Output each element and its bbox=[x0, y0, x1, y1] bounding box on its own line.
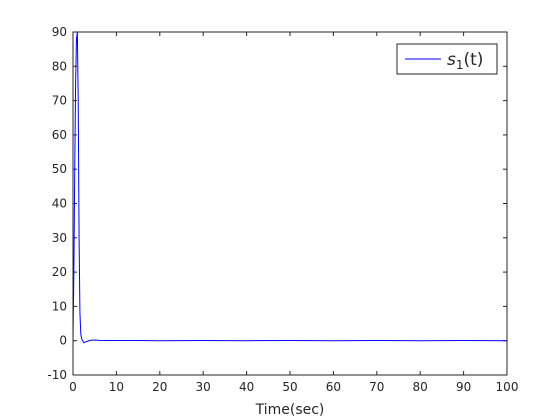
plot-area bbox=[73, 32, 507, 375]
x-tick-label: 10 bbox=[109, 380, 124, 394]
y-tick-label: 70 bbox=[52, 94, 67, 108]
y-tick-label: 50 bbox=[52, 162, 67, 176]
y-tick-label: 30 bbox=[52, 231, 67, 245]
axes-box bbox=[72, 31, 508, 376]
y-tick-label: 80 bbox=[52, 59, 67, 73]
y-tick-label: 20 bbox=[52, 265, 67, 279]
y-tick-label: 40 bbox=[52, 197, 67, 211]
x-tick-label: 30 bbox=[196, 380, 211, 394]
x-tick-label: 20 bbox=[152, 380, 167, 394]
x-tick-label: 100 bbox=[496, 380, 519, 394]
x-tick-label: 60 bbox=[326, 380, 341, 394]
x-tick-label: 40 bbox=[239, 380, 254, 394]
y-tick-label: 90 bbox=[52, 25, 67, 39]
series-line-s1 bbox=[72, 31, 508, 344]
x-tick-label: 70 bbox=[369, 380, 384, 394]
x-tick-label: 90 bbox=[456, 380, 471, 394]
legend-label: s1(t) bbox=[447, 50, 483, 72]
legend: s1(t) bbox=[396, 43, 498, 75]
y-tick-label: 60 bbox=[52, 128, 67, 142]
y-tick-label: 10 bbox=[52, 299, 67, 313]
y-tick-label: -10 bbox=[47, 368, 67, 382]
x-tick-label: 0 bbox=[69, 380, 77, 394]
x-tick-label: 50 bbox=[282, 380, 297, 394]
x-tick-label: 80 bbox=[413, 380, 428, 394]
y-tick-label: 0 bbox=[59, 334, 67, 348]
x-axis-label: Time(sec) bbox=[255, 402, 325, 418]
